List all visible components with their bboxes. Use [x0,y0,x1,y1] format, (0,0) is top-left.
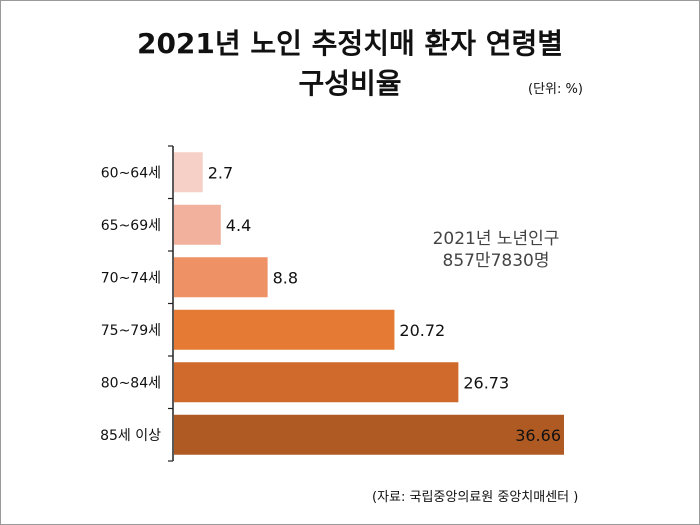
category-label: 60~64세 [101,165,161,181]
chart-title: 2021년 노인 추정치매 환자 연령별 구성비율 [0,24,700,104]
value-label: 8.8 [273,268,298,287]
value-label: 36.66 [515,426,561,445]
value-label: 2.7 [208,163,233,182]
value-label: 4.4 [226,216,251,235]
category-label: 70~74세 [101,270,161,286]
bar [174,204,221,245]
category-label: 65~69세 [101,218,161,234]
category-label: 85세 이상 [100,428,161,444]
annotation-line-1: 2021년 노년인구 [432,229,560,249]
annotation-note: 2021년 노년인구 857만7830명 [398,228,594,272]
title-line-1: 2021년 노인 추정치매 환자 연령별 [136,27,564,60]
unit-label: (단위: %) [528,82,583,97]
source-note: (자료: 국립중앙의료원 중앙치매센터 ) [372,490,579,505]
annotation-line-2: 857만7830명 [442,251,550,271]
bar [174,257,268,298]
bar [174,152,203,193]
bar [174,309,395,350]
category-label: 75~79세 [101,323,161,339]
bar [174,362,459,403]
value-label: 26.73 [463,373,509,392]
value-label: 20.72 [399,321,445,340]
category-label: 80~84세 [101,375,161,391]
bar [174,414,564,455]
title-line-2: 구성비율 [298,67,402,100]
